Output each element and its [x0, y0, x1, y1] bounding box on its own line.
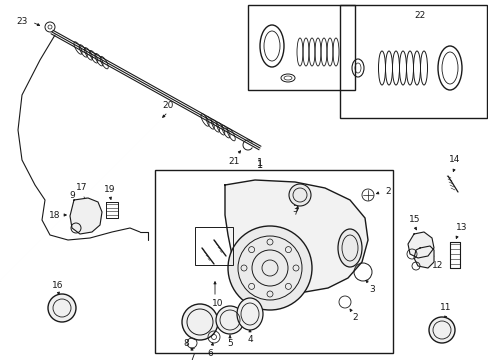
Bar	[247, 5, 354, 90]
Text: 11: 11	[439, 303, 451, 312]
Text: 1: 1	[256, 158, 263, 168]
Text: 3: 3	[291, 206, 297, 215]
Text: 4: 4	[246, 336, 252, 345]
Text: 7: 7	[189, 354, 195, 360]
Polygon shape	[413, 246, 433, 268]
Text: 18: 18	[49, 211, 61, 220]
Text: 15: 15	[408, 216, 420, 225]
Bar	[195, 227, 232, 265]
Text: 6: 6	[207, 348, 212, 357]
Text: 14: 14	[448, 156, 460, 165]
Ellipse shape	[288, 184, 310, 206]
Ellipse shape	[216, 306, 244, 334]
Text: 3: 3	[368, 285, 374, 294]
Bar	[155, 170, 392, 353]
Text: 5: 5	[226, 339, 232, 348]
Ellipse shape	[428, 317, 454, 343]
Text: 20: 20	[162, 100, 173, 109]
Ellipse shape	[237, 298, 263, 330]
Text: 22: 22	[413, 10, 425, 19]
Polygon shape	[224, 180, 367, 292]
Text: 8: 8	[183, 339, 188, 348]
Text: 2: 2	[385, 188, 390, 197]
Circle shape	[227, 226, 311, 310]
Text: 1: 1	[256, 160, 263, 170]
Text: 12: 12	[431, 261, 443, 270]
Bar	[339, 5, 486, 118]
Text: 23: 23	[16, 18, 28, 27]
Text: 16: 16	[52, 280, 63, 289]
Text: 13: 13	[455, 224, 467, 233]
Polygon shape	[70, 198, 102, 234]
Text: 2: 2	[351, 314, 357, 323]
Ellipse shape	[182, 304, 218, 340]
Text: 19: 19	[104, 185, 116, 194]
Text: 17: 17	[76, 184, 87, 193]
Ellipse shape	[337, 229, 361, 267]
Polygon shape	[407, 232, 433, 258]
Text: 10: 10	[212, 298, 224, 307]
Text: 9: 9	[69, 190, 75, 199]
Ellipse shape	[48, 294, 76, 322]
Text: 21: 21	[228, 158, 239, 166]
